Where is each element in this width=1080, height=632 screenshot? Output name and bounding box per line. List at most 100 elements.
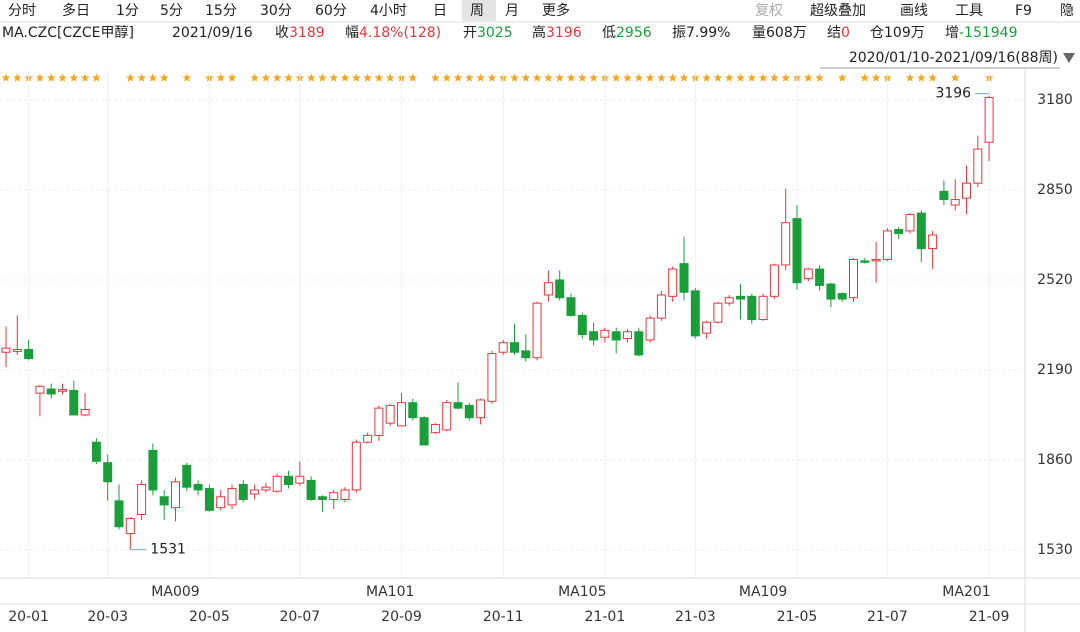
signal-star <box>250 73 259 82</box>
period-button[interactable]: 60分 <box>315 3 347 19</box>
tool-button[interactable]: 隐 <box>1060 3 1074 19</box>
info-value: 0 <box>841 25 850 41</box>
date-range[interactable]: 2020/01/10-2021/09/16(88周) <box>849 50 1058 66</box>
candle-body <box>238 483 248 500</box>
signal-star <box>521 73 531 82</box>
period-button[interactable]: 日 <box>433 3 447 19</box>
x-tick-label: 21-03 <box>675 609 716 625</box>
signal-star <box>713 73 723 82</box>
candle-body <box>724 297 734 304</box>
period-button[interactable]: 4小时 <box>370 3 407 19</box>
signal-star <box>69 73 79 82</box>
period-button[interactable]: 15分 <box>205 3 237 19</box>
x-tick-label: 21-09 <box>969 609 1010 625</box>
period-button[interactable]: 分时 <box>8 3 36 19</box>
candle-body <box>80 408 90 416</box>
candle-body <box>397 402 406 427</box>
period-button[interactable]: 周 <box>470 3 484 19</box>
x-tick-label: 20-05 <box>189 609 230 625</box>
candle-body <box>24 348 34 359</box>
selected-period-bg <box>462 0 496 21</box>
candle-body <box>69 389 79 416</box>
signal-star <box>352 73 361 82</box>
range-dropdown[interactable] <box>1063 53 1075 63</box>
info-field: 振7.99% <box>672 25 730 41</box>
y-tick-label: 3180 <box>1037 92 1073 108</box>
signal-star <box>917 73 926 82</box>
info-value: 4.18%(128) <box>359 25 441 41</box>
period-button[interactable]: 1分 <box>116 3 139 19</box>
candle-body <box>103 462 113 483</box>
signal-star <box>35 73 45 82</box>
info-label: 收 <box>275 25 289 41</box>
tool-button[interactable]: 工具 <box>955 3 983 19</box>
signal-star <box>363 73 372 82</box>
contract-label: MA109 <box>739 584 787 600</box>
signal-star <box>453 73 463 82</box>
info-label: 量 <box>752 25 766 41</box>
candle-body <box>306 479 316 500</box>
period-button[interactable]: 30分 <box>260 3 292 19</box>
signal-star <box>724 73 734 82</box>
candle-body <box>532 302 542 359</box>
info-label: 高 <box>532 24 546 41</box>
candle-body <box>182 464 192 488</box>
info-value: 109万 <box>884 25 925 41</box>
signal-star <box>272 73 282 82</box>
signal-star <box>1 73 11 82</box>
info-field: 低2956 <box>602 25 652 41</box>
candle-body <box>171 481 180 509</box>
signal-star <box>758 73 768 82</box>
period-button[interactable]: 5分 <box>160 3 183 19</box>
candle-body <box>679 263 689 293</box>
tool-button[interactable]: 复权 <box>755 2 783 19</box>
info-label: 低 <box>602 25 616 41</box>
candle-body <box>849 259 858 299</box>
info-field: 收3189 <box>275 25 325 41</box>
x-tick-label: 21-05 <box>777 609 818 625</box>
candle-body <box>837 293 847 300</box>
candle-body <box>713 302 723 323</box>
signal-star <box>13 73 22 82</box>
info-field: 高3196 <box>532 24 582 41</box>
candle-body <box>317 496 327 500</box>
candle-body <box>476 399 486 419</box>
signal-star <box>46 73 56 82</box>
candle-body <box>442 402 452 431</box>
period-button[interactable]: 更多 <box>542 2 570 19</box>
candle-body <box>803 268 813 280</box>
signal-star <box>510 73 519 82</box>
candle-body <box>656 294 666 319</box>
signal-star <box>815 73 824 82</box>
candle-body <box>962 182 971 199</box>
period-button[interactable]: 多日 <box>62 2 90 19</box>
candle-body <box>374 407 384 436</box>
signal-star <box>92 73 101 82</box>
candle-body <box>984 97 994 143</box>
info-label: 结 <box>827 25 841 41</box>
signal-star <box>578 73 587 82</box>
signal-star <box>476 73 485 82</box>
candle-body <box>193 483 203 491</box>
candle-body <box>894 229 904 235</box>
signal-star <box>374 73 384 82</box>
x-tick-label: 21-07 <box>867 609 908 625</box>
info-label: 增 <box>945 25 959 41</box>
candle-body <box>453 402 463 409</box>
tool-button[interactable]: 超级叠加 <box>810 3 866 19</box>
period-button[interactable]: 月 <box>505 3 519 19</box>
y-tick-label: 2190 <box>1037 362 1073 378</box>
x-tick-label: 20-11 <box>483 609 524 625</box>
tool-button[interactable]: 画线 <box>900 3 928 19</box>
candle-body <box>261 486 271 491</box>
signal-star <box>329 73 338 82</box>
candle-body <box>815 268 825 286</box>
candle-body <box>555 279 565 299</box>
tool-button[interactable]: F9 <box>1015 3 1032 19</box>
candle-body <box>227 488 237 506</box>
candle-body <box>668 268 678 297</box>
info-field: 增-151949 <box>945 25 1018 41</box>
candle-body <box>125 518 135 535</box>
info-field: 开3025 <box>463 25 513 41</box>
